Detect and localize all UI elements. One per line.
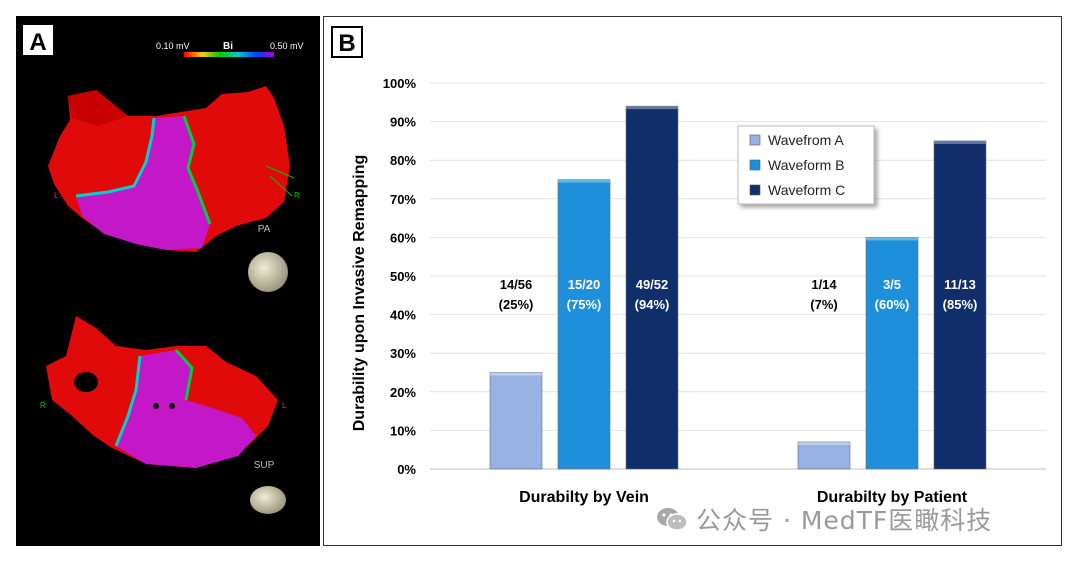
- y-tick-label: 30%: [390, 346, 416, 361]
- y-axis-label: Durability upon Invasive Remapping: [351, 155, 368, 432]
- bar-data-label: 11/13: [944, 277, 976, 292]
- marker-r-upper: R: [294, 191, 300, 200]
- bar-data-label: 15/20: [568, 277, 601, 292]
- bar-highlight: [490, 372, 542, 376]
- bar-data-label: 3/5: [883, 277, 901, 292]
- scale-title: Bi: [223, 41, 233, 52]
- voltage-colorbar: [184, 52, 274, 57]
- scale-min-label: 0.10 mV: [156, 41, 190, 51]
- y-tick-label: 60%: [390, 230, 416, 245]
- y-tick-label: 20%: [390, 385, 416, 400]
- x-category-label: Durabilty by Patient: [817, 489, 968, 506]
- panel-a-label-box: [21, 23, 55, 57]
- panel-b-label: B: [338, 30, 355, 57]
- view-label-pa: PA: [258, 224, 271, 235]
- bar-data-label: 1/14: [811, 277, 837, 292]
- panel-a-label: A: [29, 29, 46, 56]
- bar-highlight: [934, 140, 986, 144]
- bar-data-label: 49/52: [636, 277, 669, 292]
- y-tick-label: 100%: [383, 76, 417, 91]
- bar: [865, 237, 919, 470]
- legend-swatch: [749, 184, 761, 196]
- panel-b-label-box: [331, 26, 363, 58]
- marker-r-lower: R: [40, 401, 46, 410]
- y-tick-label: 0%: [397, 462, 416, 477]
- bar-data-label: (25%): [499, 297, 534, 312]
- legend-swatch: [749, 159, 761, 171]
- panel-a-figure: A 0.10 mV Bi 0.50 mV L R PA R: [21, 23, 304, 514]
- y-tick-label: 80%: [390, 153, 416, 168]
- bar-data-label: (75%): [567, 297, 602, 312]
- bar: [557, 179, 611, 470]
- panel-a-electroanatomic-maps: A 0.10 mV Bi 0.50 mV L R PA R: [16, 16, 320, 546]
- bar: [489, 372, 543, 470]
- marker-l-lower: L: [282, 401, 287, 410]
- bar-data-label: (60%): [875, 297, 910, 312]
- heart-orientation-icon: [248, 252, 288, 292]
- y-tick-label: 10%: [390, 423, 416, 438]
- bar: [797, 441, 851, 470]
- chart-legend: Wavefrom A Waveform B Waveform C: [737, 125, 875, 205]
- legend-entry: Waveform B: [768, 157, 845, 173]
- watermark: 公众号 · MedTF医瞰科技: [656, 500, 992, 538]
- bar-highlight: [626, 106, 678, 110]
- y-tick-label: 70%: [390, 192, 416, 207]
- x-category-label: Durabilty by Vein: [519, 489, 649, 506]
- bar-highlight: [866, 237, 918, 241]
- bar-data-label: (7%): [810, 297, 837, 312]
- panel-b-bar-chart: B 0% 10% 20% 30% 40% 50% 60% 70% 80% 90% 100% 14/5…: [323, 16, 1062, 546]
- legend-entry: Waveform C: [768, 182, 845, 198]
- bar: [625, 105, 679, 470]
- marker-l-upper: L: [54, 191, 59, 200]
- bar-data-label: (85%): [943, 297, 978, 312]
- scale-max-label: 0.50 mV: [270, 41, 304, 51]
- legend-entry: Wavefrom A: [768, 132, 844, 148]
- map-posterior-view: L R: [48, 86, 300, 252]
- bar-data-label: 14/56: [500, 277, 533, 292]
- wechat-icon: [657, 508, 688, 531]
- view-label-sup: SUP: [254, 460, 275, 471]
- y-tick-label: 50%: [390, 269, 416, 284]
- watermark-text: 公众号 · MedTF医瞰科技: [696, 506, 993, 535]
- bar-highlight: [558, 179, 610, 183]
- map-superior-view: R L: [40, 316, 287, 468]
- heart-orientation-icon-lower: [250, 486, 286, 514]
- legend-box: [737, 125, 875, 205]
- bar-data-label: (94%): [635, 297, 670, 312]
- y-tick-label: 90%: [390, 115, 416, 130]
- durability-chart: B 0% 10% 20% 30% 40% 50% 60% 70% 80% 90% 100% 14/5…: [331, 26, 1046, 506]
- legend-swatch: [749, 134, 761, 146]
- bar: [933, 140, 987, 470]
- y-tick-label: 40%: [390, 308, 416, 323]
- bar-highlight: [798, 441, 850, 445]
